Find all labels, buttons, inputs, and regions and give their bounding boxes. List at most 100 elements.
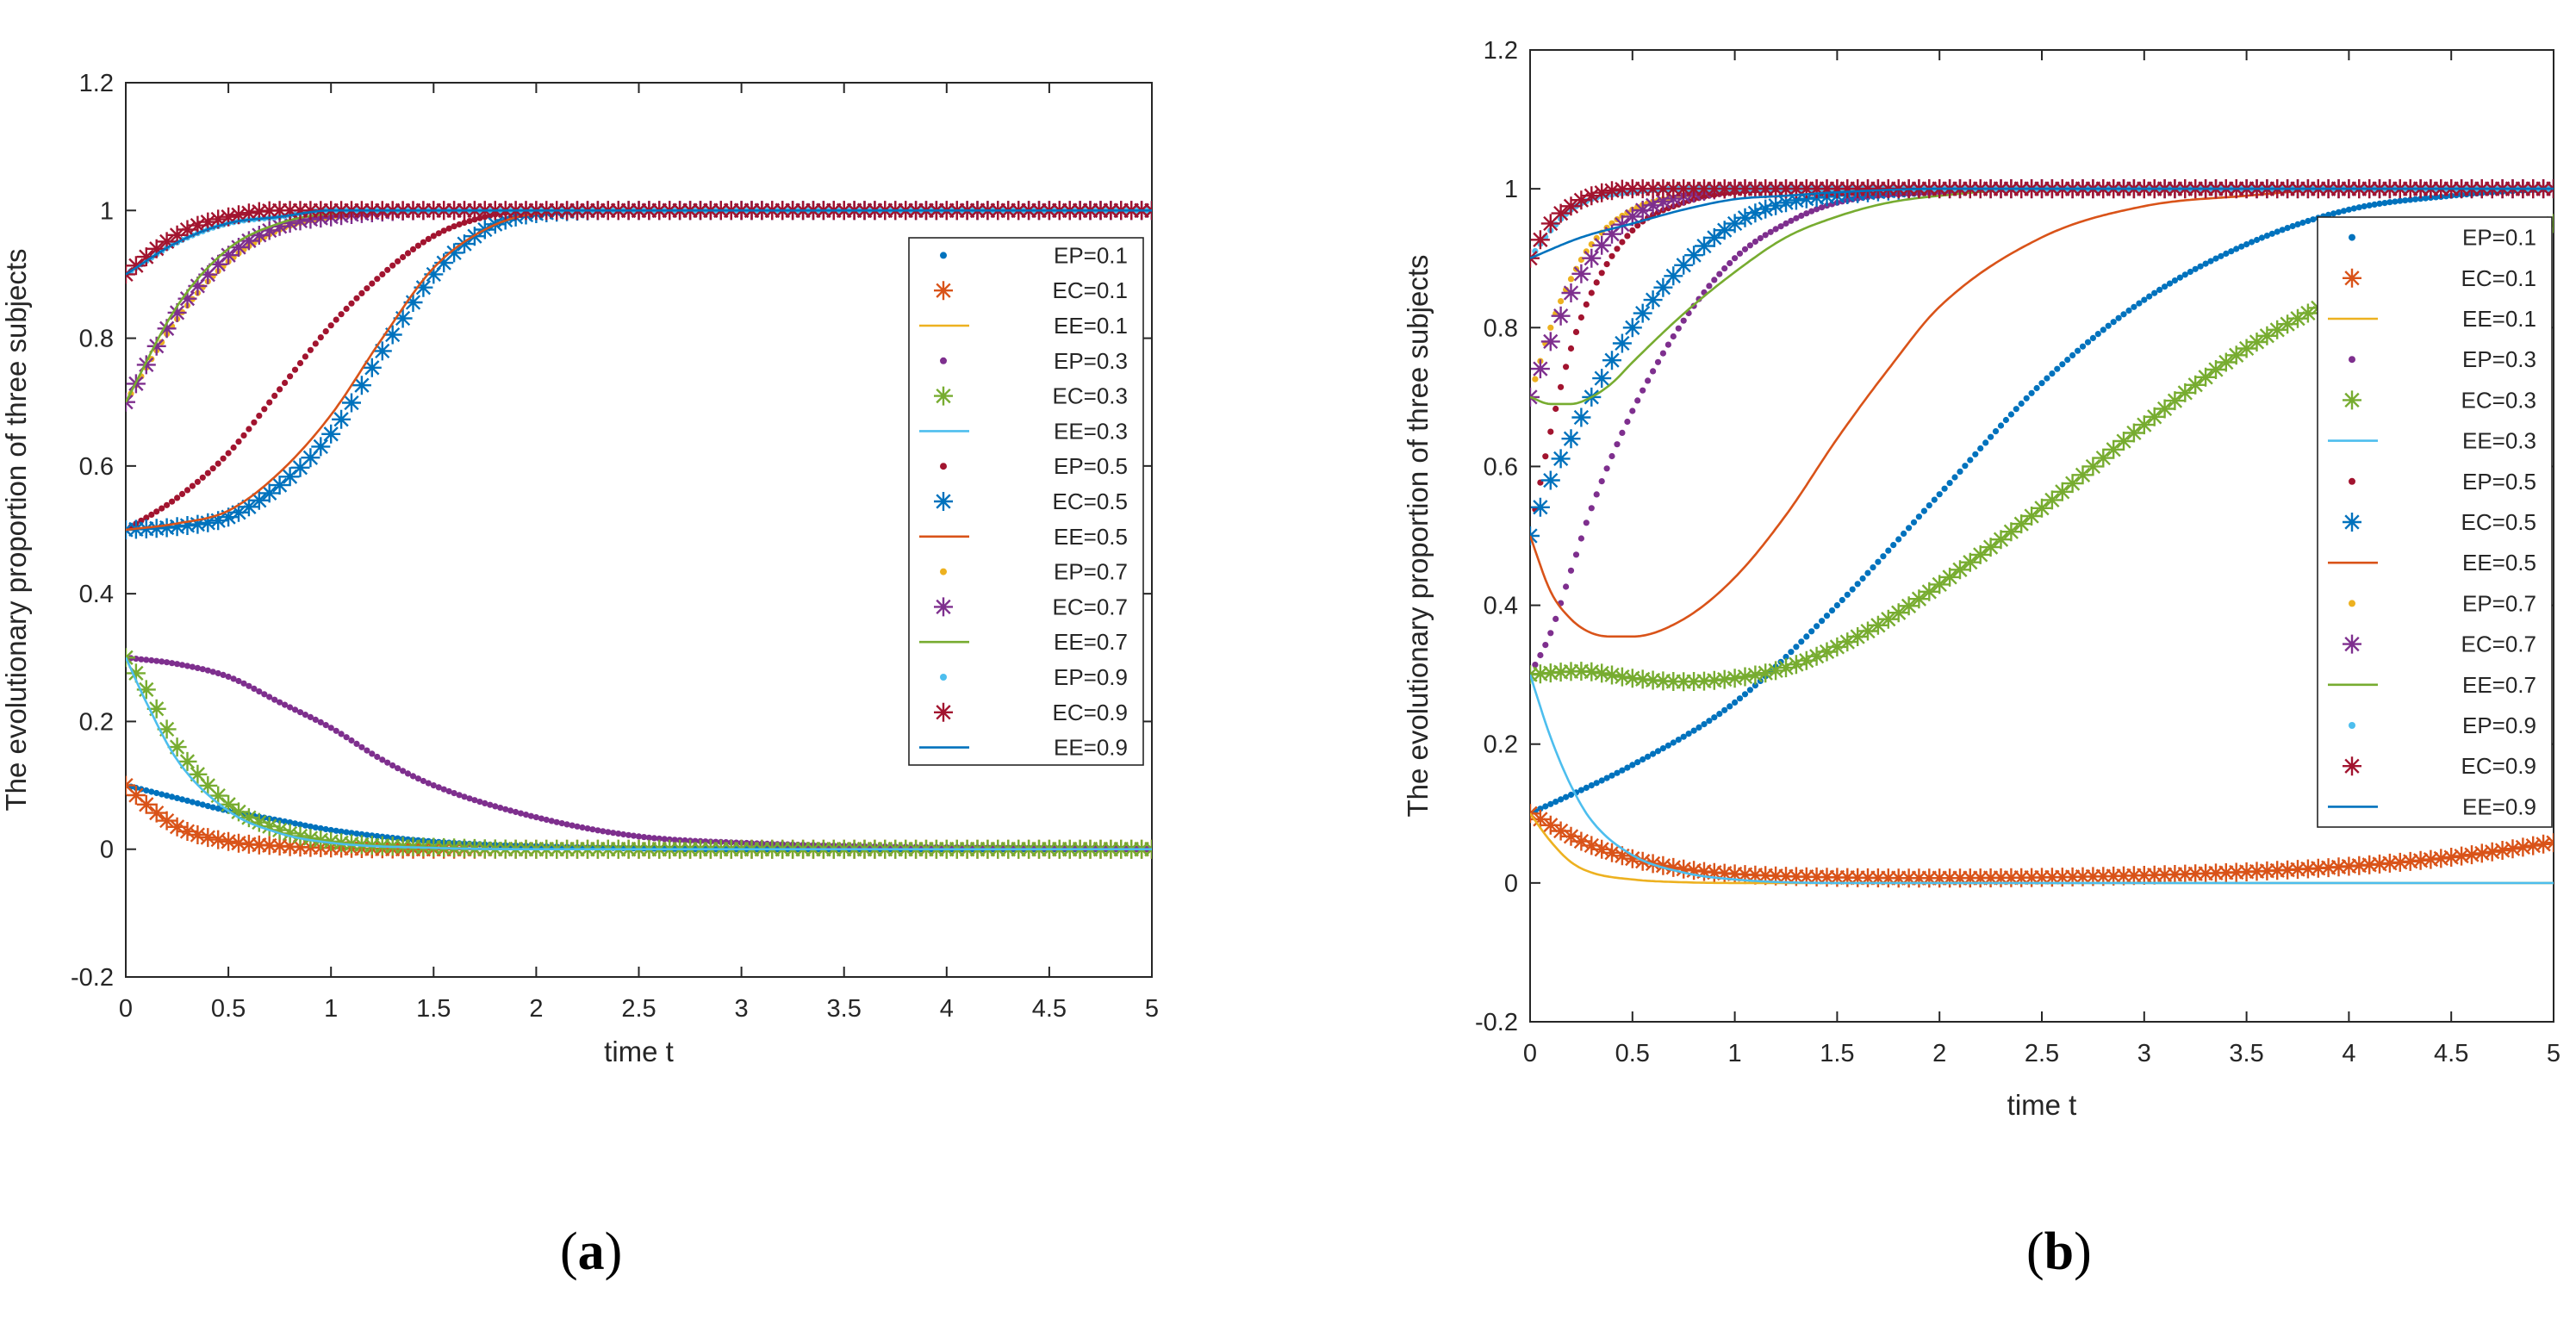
data-point: [1540, 332, 1560, 352]
data-point: [1814, 206, 1820, 213]
data-point: [1988, 433, 1994, 440]
data-point: [1650, 750, 1657, 757]
data-point: [1633, 179, 1652, 199]
data-point: [532, 814, 540, 821]
data-point: [333, 316, 339, 323]
data-point: [327, 725, 334, 731]
data-point: [1706, 718, 1713, 725]
data-point: [1721, 265, 1728, 272]
data-point: [589, 826, 596, 833]
data-point: [1735, 865, 1755, 885]
x-tick-label: 3.5: [2229, 1040, 2263, 1067]
data-point: [1572, 328, 1580, 335]
x-tick-label: 2: [1932, 1040, 1946, 1067]
data-point: [271, 392, 278, 399]
data-point: [2094, 331, 2101, 338]
data-point: [225, 450, 232, 457]
data-point: [400, 768, 407, 775]
data-point: [369, 280, 376, 287]
data-point: [2226, 862, 2246, 882]
data-point: [2175, 383, 2195, 402]
data-point: [1583, 301, 1590, 308]
data-point: [2339, 856, 2359, 876]
data-point: [1558, 796, 1565, 803]
data-point: [369, 750, 376, 757]
x-tick-label: 5: [1145, 995, 1159, 1023]
data-point: [430, 233, 437, 240]
x-tick-label: 4.5: [2434, 1040, 2468, 1067]
data-point: [461, 793, 468, 800]
data-point: [2059, 361, 2066, 368]
data-point: [1890, 542, 1897, 549]
data-point: [2299, 219, 2306, 227]
data-point: [1571, 831, 1591, 851]
data-point: [553, 818, 560, 825]
data-point: [2544, 833, 2554, 853]
data-point: [1960, 552, 1980, 572]
data-point: [445, 243, 464, 263]
data-point: [440, 227, 447, 234]
data-point: [143, 656, 150, 663]
y-tick-label: 0.6: [1484, 453, 1518, 481]
data-point: [270, 201, 289, 221]
data-point: [271, 696, 278, 703]
data-point: [188, 277, 208, 296]
data-point: [2371, 201, 2378, 208]
data-point: [1537, 651, 1544, 659]
panel-label-b: (b): [2026, 1223, 2092, 1281]
data-point: [136, 680, 156, 700]
data-point: [1571, 408, 1591, 427]
legend-entry-label: EP=0.3: [2462, 346, 2536, 372]
data-point: [2044, 375, 2050, 382]
data-point: [256, 413, 263, 420]
data-point: [136, 247, 156, 267]
data-point: [414, 277, 433, 297]
data-point: [1645, 377, 1652, 384]
data-point: [1766, 661, 1786, 681]
data-point: [1793, 644, 1800, 650]
data-point: [424, 264, 444, 284]
data-point: [343, 734, 350, 741]
data-point: [2166, 280, 2174, 287]
data-point: [420, 777, 426, 785]
series-line: [126, 209, 1152, 276]
legend-a: EP=0.1 EC=0.1 EE=0.1 EP=0.3 EC=0.3 EE=0.3 EP=0…: [908, 237, 1144, 766]
legend-entry-label: EE=0.1: [2462, 306, 2536, 332]
data-point: [167, 302, 187, 322]
data-point: [261, 406, 268, 413]
data-point: [2176, 274, 2183, 281]
data-point: [167, 517, 187, 537]
legend-entry-label: EE=0.5: [2462, 550, 2536, 576]
data-point: [1736, 250, 1744, 257]
series-line: [1530, 187, 2554, 259]
data-point: [2001, 522, 2021, 542]
data-point: [146, 803, 166, 823]
data-point: [1895, 536, 1902, 543]
data-point: [558, 820, 565, 827]
data-point: [1981, 868, 2000, 887]
legend-marker: [2343, 513, 2361, 532]
data-point: [2196, 863, 2216, 883]
data-point: [259, 221, 279, 240]
data-point: [2523, 836, 2543, 855]
data-point: [1885, 547, 1892, 554]
data-point: [482, 799, 488, 807]
data-point: [1854, 581, 1861, 588]
data-point: [2233, 246, 2240, 252]
data-point: [2049, 370, 2056, 377]
data-point: [1563, 364, 1570, 370]
legend-entry-label: EP=0.3: [1054, 348, 1128, 374]
data-point: [1901, 530, 1907, 538]
data-point: [1561, 826, 1581, 846]
data-point: [2063, 474, 2082, 494]
data-point: [1551, 821, 1571, 841]
data-point: [256, 688, 263, 695]
data-point: [1563, 793, 1570, 800]
data-point: [1766, 196, 1786, 215]
data-point: [2400, 851, 2420, 871]
data-point: [625, 831, 632, 838]
data-point: [1858, 179, 1877, 199]
data-point: [1870, 564, 1876, 571]
data-point: [1725, 669, 1745, 688]
data-point: [620, 831, 627, 838]
